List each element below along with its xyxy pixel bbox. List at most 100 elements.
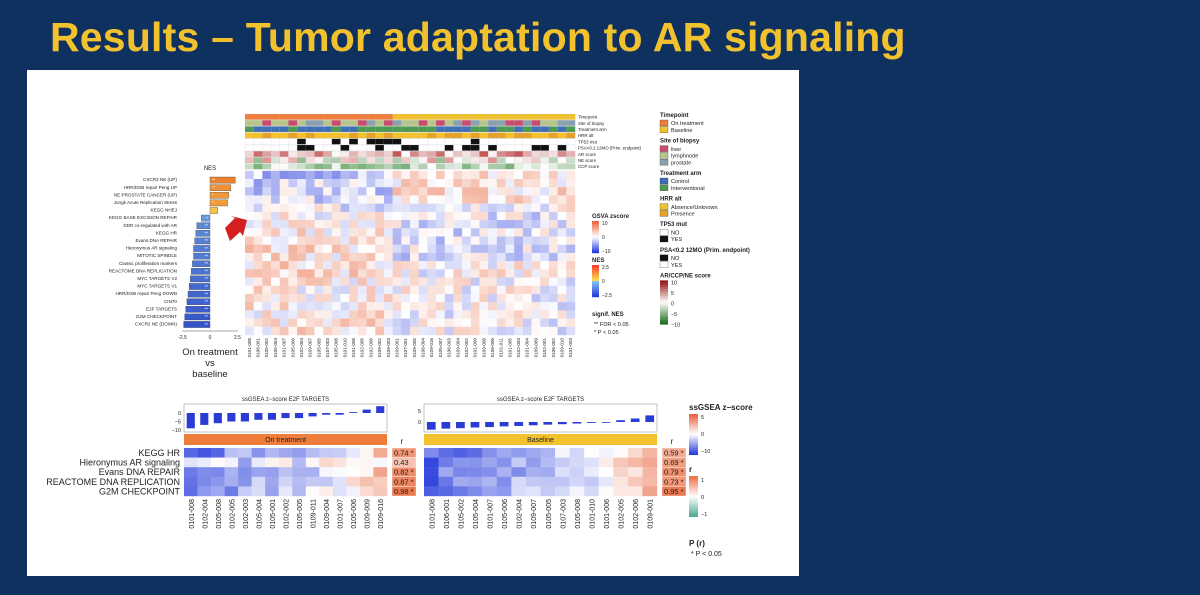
heatmap-cell (496, 195, 506, 204)
annotation-track-label: AR score (578, 152, 597, 157)
annotation-cell (375, 138, 385, 145)
heatmap-cell (314, 252, 324, 262)
heatmap-cell (522, 269, 532, 278)
heatmap-cell (557, 220, 567, 229)
heatmap-cell (271, 187, 280, 196)
annotation-cell (522, 144, 532, 151)
heatmap-cell (401, 170, 411, 180)
heatmap-cell (245, 293, 254, 303)
annotation-cell (418, 151, 428, 157)
heatmap-cell (514, 211, 524, 221)
annotation-cell (323, 163, 333, 170)
annotation-cell (253, 157, 263, 164)
heatmap-cell (349, 203, 359, 213)
annotation-cell (418, 126, 428, 133)
heatmap-cell (453, 187, 463, 196)
heatmap-cell (453, 285, 463, 295)
bottom-heatmap-cell (251, 457, 266, 468)
heatmap-cell (349, 302, 359, 311)
annotation-cell (427, 163, 437, 170)
legend-swatch (659, 210, 669, 217)
legend-title: Timepoint (660, 113, 689, 119)
heatmap-cell (297, 252, 306, 262)
heatmap-cell (531, 170, 541, 180)
annotation-cell (349, 157, 359, 164)
bottom-heatmap-cell (251, 467, 266, 477)
heatmap-cell (253, 220, 263, 229)
bottom-heatmap-cell (346, 457, 361, 468)
bottom-heatmap-cell (346, 467, 361, 477)
annotation-cell (375, 113, 385, 120)
sample-id-label: 0102-003 (516, 338, 521, 358)
heatmap-cell (514, 179, 524, 188)
score-tick: 10 (671, 280, 677, 286)
heatmap-cell (323, 277, 333, 286)
annotation-cell (383, 144, 393, 151)
heatmap-cell (436, 261, 445, 270)
annotation-cell (479, 126, 489, 133)
heatmap-cell (436, 228, 445, 237)
heatmap-cell (357, 244, 367, 254)
heatmap-cell (488, 252, 498, 262)
heatmap-cell (444, 220, 454, 229)
heatmap-cell (470, 269, 480, 278)
ssgsea-gradient-step (689, 439, 698, 442)
bottom-sample-label: 0102-003 (243, 499, 250, 529)
heatmap-cell (488, 203, 498, 213)
annotation-cell (470, 113, 480, 120)
annotation-cell (435, 138, 446, 145)
heatmap-cell (340, 285, 350, 295)
annotation-cell (531, 157, 541, 164)
heatmap-cell (444, 203, 454, 213)
heatmap-cell (253, 277, 263, 286)
heatmap-cell (470, 326, 480, 336)
heatmap-cell (366, 269, 376, 278)
annotation-cell (409, 132, 419, 139)
heatmap-cell (253, 244, 263, 254)
legend-swatch (659, 203, 669, 210)
annotation-cell (357, 163, 367, 170)
heatmap-cell (462, 236, 471, 245)
annotation-cell (505, 163, 515, 170)
heatmap-cell (340, 211, 350, 221)
heatmap-cell (349, 228, 359, 237)
heatmap-cell (297, 211, 306, 221)
heatmap-cell (331, 285, 341, 295)
heatmap-cell (566, 195, 576, 204)
annotation-cell (340, 151, 350, 157)
annotation-cell (496, 138, 506, 145)
heatmap-cell (540, 310, 550, 319)
heatmap-cell (566, 187, 576, 196)
annotation-cell (297, 157, 307, 164)
nes-gradient-step (592, 271, 599, 274)
bottom-heatmap-cell (598, 486, 614, 497)
heatmap-cell (418, 236, 428, 245)
heatmap-cell (271, 244, 280, 254)
heatmap-cell (462, 228, 471, 237)
heatmap-cell (436, 310, 445, 319)
nes-pathway-label: MYC TARGETS V1 (137, 284, 177, 289)
nes-signif-mark: ** (205, 276, 209, 281)
gsva-gradient-step (592, 241, 599, 244)
bottom-heatmap-cell (292, 467, 306, 477)
r-cell (391, 486, 417, 497)
bottom-heatmap-cell (305, 486, 320, 497)
bottom-heatmap-cell (211, 476, 225, 487)
bottom-heatmap-cell (482, 486, 498, 497)
heatmap-cell (436, 220, 445, 229)
e2f-bar (186, 413, 195, 429)
heatmap-cell (366, 293, 376, 303)
annotation-cell (496, 132, 506, 139)
nes-gradient-step (592, 273, 599, 275)
bottom-heatmap-cell (555, 457, 570, 468)
annotation-cell (392, 163, 402, 170)
annotation-cell (409, 157, 419, 164)
sample-id-label: 0105-007 (438, 338, 443, 358)
heatmap-cell (540, 269, 550, 278)
annotation-cell (505, 126, 515, 133)
heatmap-cell (331, 195, 341, 204)
annotation-cell (435, 163, 446, 170)
